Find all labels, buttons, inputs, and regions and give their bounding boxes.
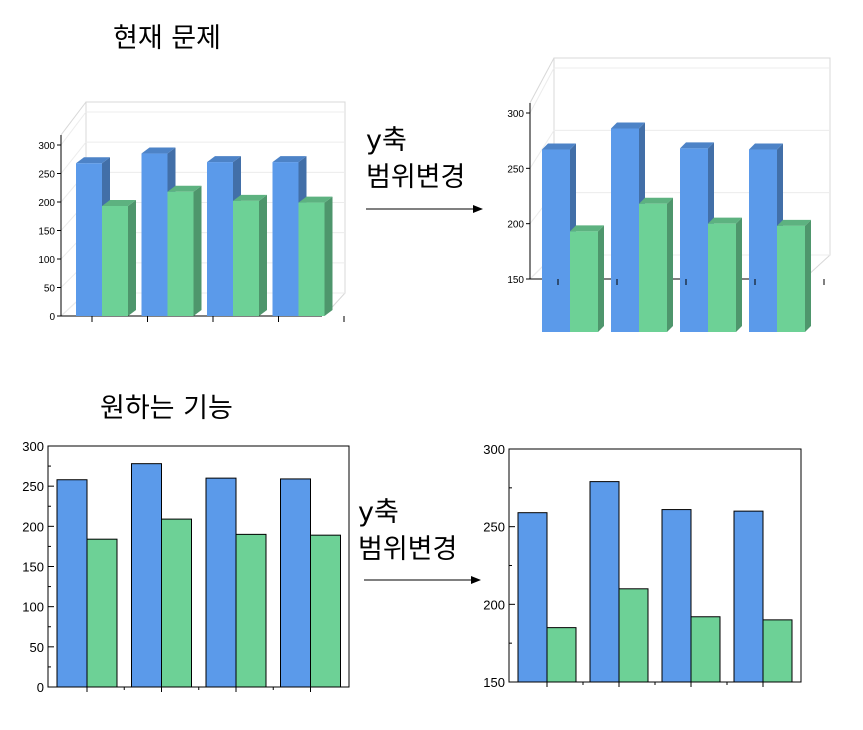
y-tick-label: 50 [44, 284, 56, 295]
bar-top [570, 225, 604, 232]
y-tick-label: 150 [507, 275, 524, 286]
arrow-label-bottom: y축 범위변경 [358, 494, 457, 568]
arrow-label-top: y축 범위변경 [366, 122, 465, 196]
bar [777, 225, 805, 332]
bar [762, 619, 793, 683]
bar [661, 509, 692, 683]
heading-desired-feature: 원하는 기능 [100, 393, 233, 424]
bar [749, 149, 777, 332]
wall-edge [60, 101, 87, 136]
y-tick-label: 150 [483, 675, 505, 690]
bar-top [233, 194, 267, 201]
y-tick-label: 300 [507, 109, 524, 120]
bar [618, 588, 649, 683]
y-tick-label: 150 [38, 227, 55, 238]
y-tick-label: 250 [483, 520, 505, 535]
bar [542, 149, 570, 332]
y-tick-label: 150 [22, 560, 44, 575]
grid-line [529, 67, 555, 114]
chart-top-left: 0 50 100 150 200 250 300 [38, 101, 346, 323]
bar [76, 163, 102, 316]
bar-top [141, 147, 176, 154]
bar-top [639, 197, 673, 204]
bar-top [542, 143, 576, 150]
bar [690, 616, 721, 683]
y-tick-label: 100 [22, 600, 44, 615]
bar [207, 162, 233, 316]
bar-top [272, 156, 307, 163]
bar [205, 477, 237, 688]
bar [517, 512, 548, 683]
y-tick-label: 100 [38, 255, 55, 266]
bar [708, 223, 736, 332]
bar-side [805, 219, 811, 332]
bar [611, 128, 639, 332]
chart-bottom-right: 150 200 250 300 [483, 442, 802, 690]
bar-side [193, 185, 202, 316]
bar [546, 627, 577, 683]
bar-top [76, 157, 110, 164]
chart-bottom-left: 0 50 100 150 200 250 300 [22, 439, 350, 695]
y-tick-label: 250 [38, 170, 55, 181]
bar-top [167, 185, 202, 192]
bar-top [611, 122, 645, 129]
y-tick-label: 200 [483, 597, 505, 612]
y-tick-label: 0 [49, 312, 55, 323]
bar-side [598, 225, 604, 332]
bar [680, 148, 708, 332]
arrow-label-line1: y축 [358, 497, 399, 528]
bar [298, 202, 325, 316]
bar-side [128, 199, 136, 316]
bar-top [749, 143, 783, 150]
bar [102, 205, 128, 316]
bar [86, 538, 118, 688]
y-tick-label: 300 [22, 439, 44, 454]
bar-side [667, 197, 673, 332]
wall-edge [529, 57, 555, 104]
arrow-label-line1: y축 [366, 125, 407, 156]
y-tick-label: 300 [38, 141, 55, 152]
bar [233, 200, 259, 316]
y-tick-label: 250 [22, 479, 44, 494]
bar-side [736, 217, 742, 332]
bar [570, 231, 598, 332]
bar-top [680, 142, 714, 149]
bar [639, 203, 667, 332]
bar [272, 162, 299, 316]
y-tick-label: 200 [22, 519, 44, 534]
y-tick-label: 50 [30, 640, 44, 655]
bar [56, 479, 88, 688]
bar-top [708, 217, 742, 224]
bar [589, 481, 620, 683]
bar [161, 518, 192, 688]
grid-line [60, 111, 87, 146]
bar [141, 153, 168, 316]
bar [310, 534, 341, 688]
bar-side [324, 196, 333, 316]
chart-top-right: 150 200 250 300 [507, 57, 831, 332]
heading-current-problem: 현재 문제 [113, 23, 221, 54]
bar [131, 463, 162, 688]
y-tick-label: 250 [507, 164, 524, 175]
y-tick-label: 300 [483, 442, 505, 457]
y-tick-label: 0 [37, 680, 44, 695]
bar-top [102, 199, 136, 206]
bar [235, 533, 267, 688]
arrow-label-line2: 범위변경 [358, 534, 458, 565]
bar [280, 478, 311, 688]
arrow-label-line2: 범위변경 [366, 162, 466, 193]
bar [733, 510, 764, 683]
grid-line [529, 130, 555, 169]
y-tick-label: 200 [38, 198, 55, 209]
bar-top [207, 156, 241, 163]
bar-top [777, 219, 811, 226]
grid-line [60, 141, 87, 174]
bar [167, 191, 194, 316]
bar-side [259, 194, 267, 316]
y-tick-label: 200 [507, 220, 524, 231]
bar-top [298, 196, 333, 203]
